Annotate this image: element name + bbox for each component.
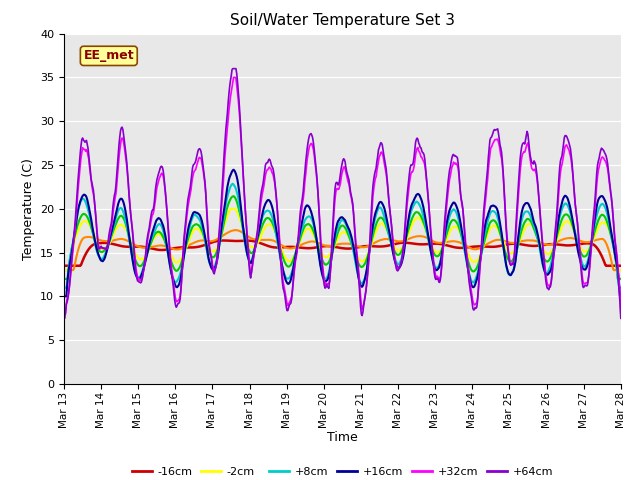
+64cm bbox=[184, 196, 192, 202]
+2cm bbox=[617, 276, 625, 282]
Line: +32cm: +32cm bbox=[64, 77, 621, 314]
Line: -8cm: -8cm bbox=[64, 230, 621, 270]
+64cm bbox=[229, 66, 237, 72]
+2cm bbox=[70, 236, 78, 242]
-16cm bbox=[70, 263, 78, 269]
Line: -2cm: -2cm bbox=[64, 209, 621, 270]
+64cm bbox=[411, 147, 419, 153]
-2cm bbox=[411, 217, 419, 223]
+32cm bbox=[411, 158, 419, 164]
-16cm bbox=[214, 238, 221, 244]
+32cm bbox=[184, 204, 192, 210]
-2cm bbox=[428, 241, 435, 247]
+2cm bbox=[230, 193, 237, 199]
+16cm bbox=[411, 195, 419, 201]
-2cm bbox=[60, 267, 68, 273]
+2cm bbox=[60, 276, 68, 282]
Line: +64cm: +64cm bbox=[64, 69, 621, 318]
-8cm bbox=[70, 265, 78, 271]
+64cm bbox=[127, 218, 135, 224]
+64cm bbox=[70, 231, 78, 237]
+8cm bbox=[229, 181, 237, 187]
+32cm bbox=[214, 254, 221, 260]
+2cm bbox=[411, 210, 419, 216]
+16cm bbox=[127, 249, 135, 255]
+8cm bbox=[617, 285, 625, 290]
+16cm bbox=[70, 234, 78, 240]
X-axis label: Time: Time bbox=[327, 431, 358, 444]
+8cm bbox=[60, 285, 68, 290]
-16cm bbox=[428, 241, 435, 247]
-2cm bbox=[127, 240, 135, 246]
+32cm bbox=[127, 217, 135, 223]
+32cm bbox=[428, 230, 435, 236]
+64cm bbox=[214, 252, 221, 258]
Y-axis label: Temperature (C): Temperature (C) bbox=[22, 158, 35, 260]
+2cm bbox=[428, 243, 435, 249]
-8cm bbox=[617, 267, 625, 273]
+16cm bbox=[184, 228, 192, 233]
+64cm bbox=[428, 235, 435, 240]
+32cm bbox=[617, 311, 625, 317]
+2cm bbox=[127, 243, 135, 249]
-16cm bbox=[617, 263, 625, 269]
-8cm bbox=[411, 234, 419, 240]
+32cm bbox=[60, 311, 68, 317]
+32cm bbox=[70, 236, 78, 242]
+8cm bbox=[184, 232, 192, 238]
Title: Soil/Water Temperature Set 3: Soil/Water Temperature Set 3 bbox=[230, 13, 455, 28]
-8cm bbox=[214, 236, 221, 242]
+64cm bbox=[60, 315, 68, 321]
+32cm bbox=[230, 74, 237, 80]
+8cm bbox=[70, 233, 78, 239]
+2cm bbox=[214, 248, 221, 253]
+64cm bbox=[617, 315, 625, 321]
Line: -16cm: -16cm bbox=[64, 240, 621, 266]
Line: +8cm: +8cm bbox=[64, 184, 621, 288]
-2cm bbox=[227, 206, 235, 212]
-8cm bbox=[184, 243, 192, 249]
Legend: -16cm, -8cm, -2cm, +2cm, +8cm, +16cm, +32cm, +64cm: -16cm, -8cm, -2cm, +2cm, +8cm, +16cm, +3… bbox=[132, 467, 553, 480]
-2cm bbox=[184, 240, 192, 246]
-2cm bbox=[70, 240, 78, 246]
Line: +16cm: +16cm bbox=[64, 170, 621, 296]
Text: EE_met: EE_met bbox=[83, 49, 134, 62]
+16cm bbox=[230, 167, 237, 173]
Line: +2cm: +2cm bbox=[64, 196, 621, 279]
-8cm bbox=[428, 237, 435, 243]
+16cm bbox=[214, 256, 221, 262]
-8cm bbox=[60, 267, 68, 273]
-8cm bbox=[232, 227, 240, 233]
+8cm bbox=[411, 201, 419, 206]
+16cm bbox=[617, 293, 625, 300]
-16cm bbox=[60, 263, 68, 269]
-8cm bbox=[127, 240, 135, 246]
+8cm bbox=[214, 254, 221, 260]
-16cm bbox=[184, 244, 192, 250]
+8cm bbox=[428, 250, 435, 255]
+2cm bbox=[184, 237, 192, 242]
-16cm bbox=[220, 238, 227, 243]
+8cm bbox=[127, 250, 135, 255]
+16cm bbox=[60, 293, 68, 300]
-2cm bbox=[617, 267, 625, 273]
+16cm bbox=[428, 250, 435, 256]
-2cm bbox=[214, 244, 221, 250]
-16cm bbox=[127, 244, 135, 250]
-16cm bbox=[411, 241, 419, 247]
